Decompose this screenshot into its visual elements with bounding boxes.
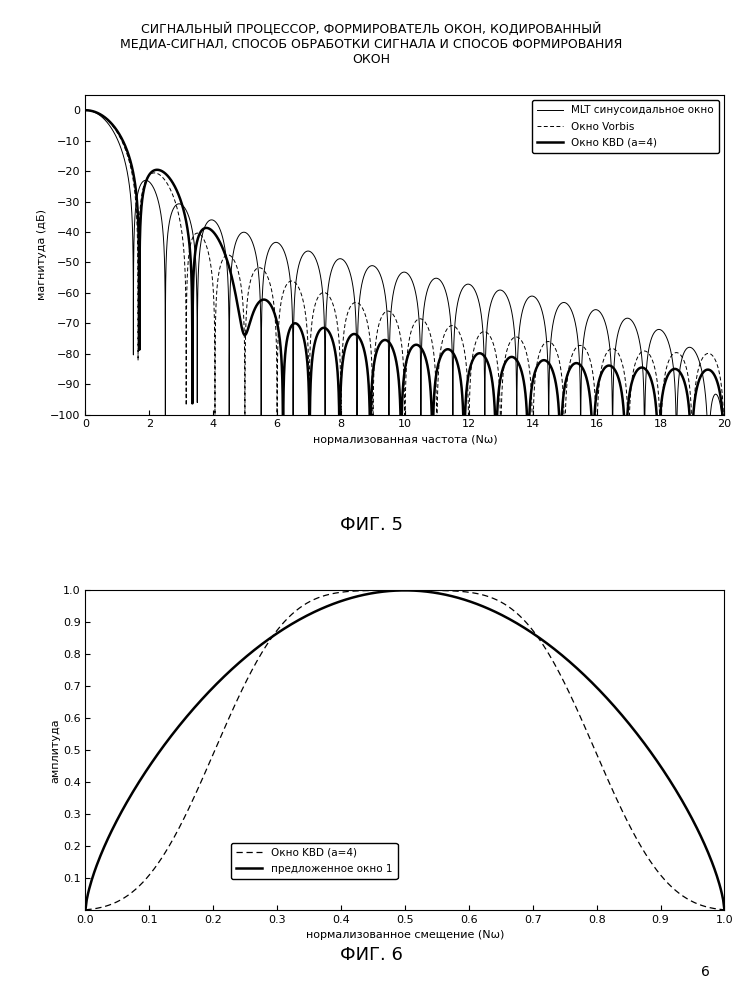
Legend: MLT синусоидальное окно, Окно Vorbis, Окно KBD (a=4): MLT синусоидальное окно, Окно Vorbis, Ок… [532, 100, 719, 153]
Y-axis label: магнитуда (дБ): магнитуда (дБ) [37, 209, 48, 300]
X-axis label: нормализованное смещение (Nω): нормализованное смещение (Nω) [306, 930, 504, 940]
Text: 6: 6 [701, 965, 710, 979]
Text: СИГНАЛЬНЫЙ ПРОЦЕССОР, ФОРМИРОВАТЕЛЬ ОКОН, КОДИРОВАННЫЙ
МЕДИА-СИГНАЛ, СПОСОБ ОБРА: СИГНАЛЬНЫЙ ПРОЦЕССОР, ФОРМИРОВАТЕЛЬ ОКОН… [120, 22, 623, 66]
X-axis label: нормализованная частота (Nω): нормализованная частота (Nω) [313, 435, 497, 445]
Y-axis label: амплитуда: амплитуда [50, 718, 60, 783]
Text: ФИГ. 5: ФИГ. 5 [340, 516, 403, 534]
Legend: Окно KBD (a=4), предложенное окно 1: Окно KBD (a=4), предложенное окно 1 [231, 843, 398, 879]
Text: ФИГ. 6: ФИГ. 6 [340, 946, 403, 964]
